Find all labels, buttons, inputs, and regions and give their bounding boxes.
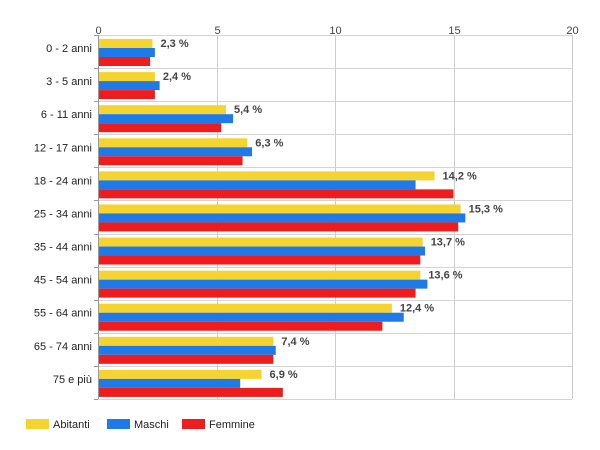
bar-abitanti-3[interactable] <box>99 138 248 148</box>
bar-femmine-7[interactable] <box>99 288 416 298</box>
category-label: 55 - 64 anni <box>34 308 92 320</box>
legend-label-femmine[interactable]: Femmine <box>209 419 255 431</box>
x-tick-label: 15 <box>448 25 460 37</box>
category-labels: 0 - 2 anni 3 - 5 anni 6 - 11 anni 12 - 17 a… <box>34 43 92 386</box>
category-label: 12 - 17 anni <box>34 142 92 154</box>
bar-femmine-10[interactable] <box>99 387 283 397</box>
bar-maschi-3[interactable] <box>99 147 253 157</box>
category-label: 35 - 44 anni <box>34 242 92 254</box>
legend-swatch-femmine <box>182 419 205 429</box>
data-label: 15,3 % <box>469 203 503 215</box>
bar-abitanti-1[interactable] <box>99 72 155 82</box>
category-label: 3 - 5 anni <box>46 76 92 88</box>
bar-femmine-1[interactable] <box>99 90 155 100</box>
data-label: 14,2 % <box>443 170 477 182</box>
x-tick-label: 10 <box>329 25 341 37</box>
legend-swatch-maschi <box>107 419 130 429</box>
bar-maschi-6[interactable] <box>99 246 426 256</box>
bar-femmine-2[interactable] <box>99 123 222 133</box>
bar-abitanti-10[interactable] <box>99 369 262 379</box>
bar-maschi-2[interactable] <box>99 114 234 124</box>
legend: Abitanti Maschi Femmine <box>26 419 255 431</box>
bar-maschi-0[interactable] <box>99 48 155 57</box>
data-label: 2,3 % <box>161 38 189 50</box>
bar-femmine-5[interactable] <box>99 222 459 232</box>
category-label: 25 - 34 anni <box>34 208 92 220</box>
legend-label-abitanti[interactable]: Abitanti <box>53 419 90 431</box>
category-label: 18 - 24 anni <box>34 175 92 187</box>
bar-femmine-3[interactable] <box>99 156 243 166</box>
bar-abitanti-4[interactable] <box>99 171 435 181</box>
bar-femmine-0[interactable] <box>99 57 151 66</box>
x-axis-ticks: 0 5 10 15 20 <box>95 25 578 37</box>
legend-swatch-abitanti <box>26 419 49 429</box>
data-label: 6,3 % <box>255 137 283 149</box>
data-label: 13,6 % <box>428 270 462 282</box>
bar-abitanti-0[interactable] <box>99 39 153 48</box>
bar-femmine-6[interactable] <box>99 255 421 265</box>
data-labels: 2,3 % 2,4 % 5,4 % 6,3 % 14,2 % 15,3 % 13,7 % 13… <box>161 38 504 381</box>
x-tick-label: 0 <box>95 25 101 37</box>
bar-abitanti-6[interactable] <box>99 237 423 247</box>
data-label: 5,4 % <box>234 104 262 116</box>
bar-femmine-4[interactable] <box>99 189 454 199</box>
category-label: 6 - 11 anni <box>41 109 92 121</box>
data-label: 7,4 % <box>281 336 309 348</box>
x-tick-label: 20 <box>566 25 578 37</box>
x-tick-label: 5 <box>214 25 220 37</box>
category-label: 45 - 54 anni <box>34 275 92 287</box>
bar-maschi-1[interactable] <box>99 81 160 91</box>
legend-label-maschi[interactable]: Maschi <box>134 419 169 431</box>
bar-abitanti-7[interactable] <box>99 270 421 280</box>
data-label: 12,4 % <box>400 303 434 315</box>
bar-maschi-4[interactable] <box>99 180 416 190</box>
bar-maschi-9[interactable] <box>99 345 276 355</box>
bar-maschi-7[interactable] <box>99 279 428 289</box>
bar-maschi-5[interactable] <box>99 213 466 223</box>
gridlines <box>94 35 573 400</box>
data-label: 6,9 % <box>270 369 298 381</box>
bar-femmine-9[interactable] <box>99 354 274 364</box>
bar-abitanti-9[interactable] <box>99 336 274 346</box>
bar-abitanti-8[interactable] <box>99 303 392 313</box>
category-label: 0 - 2 anni <box>46 43 92 55</box>
category-label: 75 e più <box>53 374 92 386</box>
data-label: 13,7 % <box>431 237 465 249</box>
category-label: 65 - 74 anni <box>34 341 92 353</box>
bar-maschi-8[interactable] <box>99 312 404 322</box>
bars <box>99 39 466 397</box>
bar-maschi-10[interactable] <box>99 378 241 388</box>
bar-femmine-8[interactable] <box>99 321 383 331</box>
data-label: 2,4 % <box>163 71 191 83</box>
bar-abitanti-5[interactable] <box>99 204 461 214</box>
bar-abitanti-2[interactable] <box>99 105 226 115</box>
